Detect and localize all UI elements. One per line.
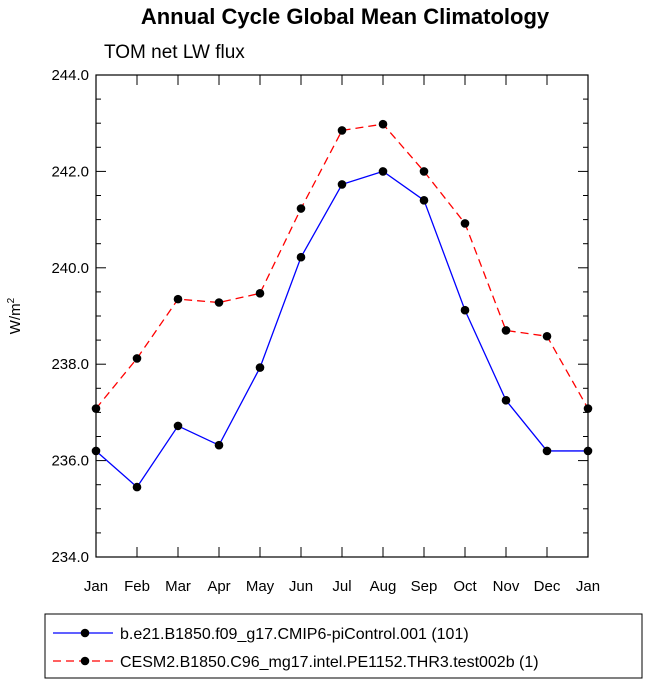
x-tick-label: Jun xyxy=(289,578,313,595)
x-tick-label: Mar xyxy=(165,578,191,595)
y-tick-label: 240.0 xyxy=(51,260,89,277)
data-point-series-2 xyxy=(542,331,552,341)
x-tick-label: Jul xyxy=(332,578,351,595)
data-point-series-1 xyxy=(173,421,183,431)
legend-marker-2 xyxy=(80,656,90,666)
legend-box xyxy=(44,613,643,679)
data-point-series-1 xyxy=(542,446,552,456)
data-point-series-1 xyxy=(296,252,306,262)
x-tick-label: Aug xyxy=(370,578,397,595)
x-tick-label: Dec xyxy=(534,578,561,595)
data-point-series-2 xyxy=(337,126,347,135)
data-point-series-1 xyxy=(91,446,101,456)
plot-frame xyxy=(95,74,589,558)
data-point-series-1 xyxy=(501,396,511,405)
data-point-series-2 xyxy=(419,167,429,176)
x-tick-label: Sep xyxy=(411,578,438,595)
y-axis-label-unit: W/m xyxy=(7,303,24,334)
legend-marker-1 xyxy=(80,628,90,638)
data-point-series-2 xyxy=(460,219,470,228)
legend-label-1: b.e21.B1850.f09_g17.CMIP6-piControl.001 … xyxy=(120,626,469,643)
data-point-series-1 xyxy=(378,167,388,176)
y-axis-label-superscript: 2 xyxy=(6,297,17,303)
series-layer xyxy=(91,119,593,492)
data-point-series-1 xyxy=(460,305,470,315)
data-point-series-2 xyxy=(91,404,101,413)
series-line-1 xyxy=(95,170,588,489)
data-point-series-2 xyxy=(501,326,511,335)
chart-title: Annual Cycle Global Mean Climatology xyxy=(141,4,550,29)
x-tick-label: Oct xyxy=(453,578,477,595)
y-tick-label: 234.0 xyxy=(51,549,89,566)
data-point-series-2 xyxy=(173,294,183,304)
data-point-series-2 xyxy=(132,354,142,363)
y-tick-label: 242.0 xyxy=(51,163,89,180)
data-point-series-2 xyxy=(296,204,306,213)
plot-axes: 234.0 236.0 238.0 240.0 242.0 244.0 Jan Feb Mar A… xyxy=(51,67,600,595)
data-point-series-1 xyxy=(255,363,265,372)
x-tick-label: Nov xyxy=(493,578,520,595)
series-line-2 xyxy=(95,123,589,409)
data-point-series-2 xyxy=(583,404,593,413)
legend: b.e21.B1850.f09_g17.CMIP6-piControl.001 … xyxy=(53,626,539,671)
y-tick-label: 236.0 xyxy=(51,453,89,470)
data-point-series-1 xyxy=(214,440,224,450)
x-tick-label: Apr xyxy=(207,578,230,595)
y-tick-label: 244.0 xyxy=(51,67,89,84)
y-tick-label: 238.0 xyxy=(51,356,89,373)
x-tick-label: Jan xyxy=(576,578,600,595)
chart-subtitle: TOM net LW flux xyxy=(104,42,245,63)
y-axis-label: W/m2 xyxy=(6,297,24,334)
data-point-series-1 xyxy=(583,446,593,456)
legend-label-2: CESM2.B1850.C96_mg17.intel.PE1152.THR3.t… xyxy=(120,654,539,671)
x-tick-label: May xyxy=(246,578,275,595)
data-point-series-1 xyxy=(337,180,347,189)
x-tick-label: Jan xyxy=(84,578,108,595)
data-point-series-2 xyxy=(378,119,388,129)
data-point-series-1 xyxy=(419,196,429,205)
data-point-series-2 xyxy=(214,298,224,307)
data-point-series-2 xyxy=(255,289,265,298)
data-point-series-1 xyxy=(132,482,142,492)
x-tick-label: Feb xyxy=(124,578,150,595)
